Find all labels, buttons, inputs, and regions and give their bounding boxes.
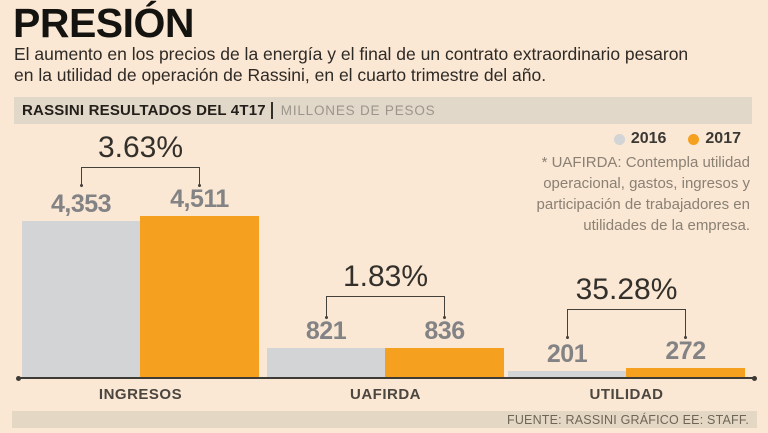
chart-header-unit: MILLONES DE PESOS: [280, 103, 436, 118]
x-axis-line: [16, 375, 757, 381]
value-label-2017-ingresos: 4,511: [170, 185, 229, 213]
bar-2017-ingresos: [140, 216, 259, 378]
bracket-dot: [198, 184, 201, 187]
value-label-2016-ingresos: 4,353: [50, 190, 112, 218]
value-label-2016-uafirda: 821: [305, 317, 347, 345]
legend-item-2016: 2016: [613, 130, 667, 148]
change-percent-uafirda: 1.83%: [342, 260, 429, 293]
change-bracket-uafirda: 1.83%: [325, 260, 446, 319]
header-divider: [270, 102, 273, 119]
legend: 2016 2017: [613, 130, 741, 148]
footer-strip: FUENTE: RASSINI GRÁFICO EE: STAFF.: [12, 411, 757, 428]
category-label-utilidad: UTILIDAD: [589, 386, 664, 403]
change-percent-ingresos: 3.63%: [97, 131, 184, 164]
bar-2016-uafirda: [267, 348, 385, 378]
subtitle: El aumento en los precios de la energía …: [14, 44, 689, 85]
legend-label-2016: 2016: [630, 130, 667, 147]
bar-2017-uafirda: [385, 348, 504, 378]
uafirda-footnote: * UAFIRDA: Contempla utilidad operaciona…: [536, 154, 750, 234]
bar-group-ingresos: 4,353 4,511 3.63% INGRESOS: [22, 130, 259, 403]
bracket-dot: [684, 336, 687, 339]
plot-area: 4,353 4,511 3.63% INGRESOS 821 836 1.83% UAFIRD…: [22, 130, 753, 403]
value-label-2016-utilidad: 201: [546, 340, 588, 368]
legend-label-2017: 2017: [705, 130, 741, 147]
bar-2016-utilidad: [508, 371, 626, 378]
page-title: PRESIÓN: [13, 0, 195, 46]
value-label-2017-uafirda: 836: [424, 317, 465, 345]
bar-group-uafirda: 821 836 1.83% UAFIRDA: [267, 130, 504, 403]
chart-header-strip: RASSINI RESULTADOS DEL 4T17 MILLONES DE …: [14, 97, 752, 124]
category-label-uafirda: UAFIRDA: [350, 386, 421, 403]
value-label-2017-utilidad: 272: [665, 337, 706, 365]
legend-item-2017: 2017: [688, 130, 741, 148]
change-percent-utilidad: 35.28%: [575, 273, 678, 306]
bracket-dot: [566, 336, 569, 339]
source-credit: FUENTE: RASSINI GRÁFICO EE: STAFF.: [506, 412, 749, 427]
change-bracket-utilidad: 35.28%: [566, 273, 687, 339]
axis-start-dot: [16, 375, 21, 381]
chart-header-title: RASSINI RESULTADOS DEL 4T17: [22, 102, 266, 119]
bar-2017-utilidad: [626, 368, 745, 378]
bracket-dot: [80, 184, 83, 187]
bar-group-utilidad: 201 272 35.28% UTILIDAD: [508, 130, 745, 403]
axis-end-dot: [752, 375, 757, 381]
legend-swatch-2017: [688, 133, 700, 145]
category-label-ingresos: INGRESOS: [98, 386, 183, 403]
bar-2016-ingresos: [22, 221, 140, 378]
change-bracket-ingresos: 3.63%: [80, 131, 201, 187]
bracket-dot: [443, 316, 446, 319]
bracket-dot: [325, 316, 328, 319]
legend-swatch-2016: [613, 133, 625, 145]
